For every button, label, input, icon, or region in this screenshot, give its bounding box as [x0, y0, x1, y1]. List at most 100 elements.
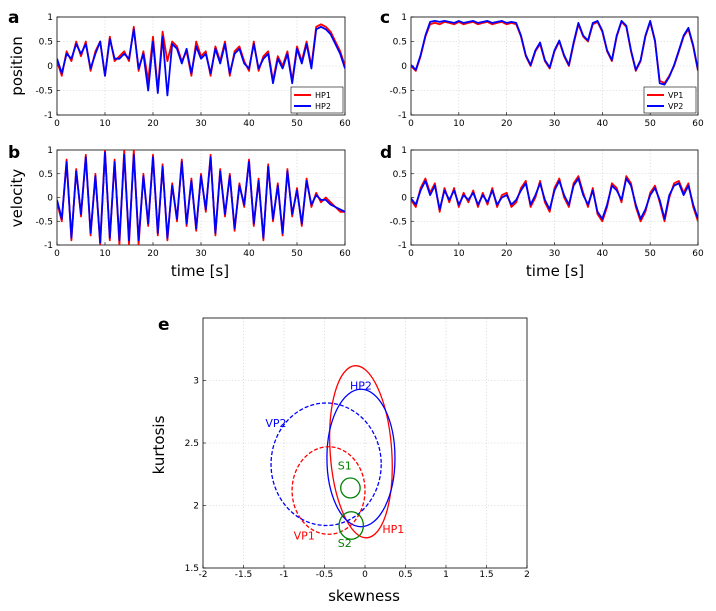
x-tick-label: -0.5 — [316, 570, 334, 580]
x-tick-label: 2 — [524, 570, 530, 580]
plot-frame-e — [202, 317, 528, 569]
panel-label-b: b — [8, 143, 20, 163]
ellipse-VP2 — [270, 402, 382, 527]
x-tick-label: 1 — [443, 570, 449, 580]
x-tick-label: 60 — [339, 119, 351, 129]
x-tick-label: 0 — [54, 249, 60, 259]
y-tick-label: 1 — [401, 146, 407, 156]
x-tick-label: 50 — [644, 119, 656, 129]
x-tick-label: -1.5 — [235, 570, 253, 580]
xlabel-skewness: skewness — [328, 587, 400, 605]
y-tick-label: 0.5 — [39, 170, 53, 180]
series-line-b-0 — [57, 150, 345, 245]
x-tick-label: 40 — [243, 249, 255, 259]
x-tick-label: 20 — [501, 249, 513, 259]
series-line-b-1 — [57, 151, 345, 244]
x-tick-label: -1 — [280, 570, 289, 580]
x-tick-label: 10 — [99, 119, 111, 129]
y-tick-label: -0.5 — [389, 217, 407, 227]
legend-label: VP1 — [668, 91, 683, 100]
x-tick-label: 20 — [147, 249, 159, 259]
ellipse-label-VP2: VP2 — [265, 417, 286, 430]
y-tick-label: -1 — [44, 241, 53, 251]
y-tick-label: 1 — [47, 13, 53, 23]
ellipse-HP2 — [326, 388, 396, 528]
y-tick-label: 0 — [401, 194, 407, 204]
ellipse-label-HP1: HP1 — [382, 523, 404, 536]
x-tick-label: 10 — [453, 249, 465, 259]
x-tick-label: 0 — [408, 249, 414, 259]
legend-label: HP2 — [315, 102, 331, 111]
axes-e: -2 -1.5 -1 -0.5 0 0.5 1 1.5 2 1.5 2 2.5 3 HP1 HP2 VP1 VP… — [185, 317, 530, 580]
ellipse-S2 — [338, 511, 365, 540]
legend-label: HP1 — [315, 91, 331, 100]
y-tick-label: 0 — [47, 62, 53, 72]
y-tick-label: -0.5 — [35, 87, 53, 97]
y-tick-label: 0 — [47, 194, 53, 204]
y-tick-label: 1 — [401, 13, 407, 23]
legend-label: VP2 — [668, 102, 683, 111]
ellipse-S1 — [340, 477, 361, 499]
x-tick-label: 60 — [339, 249, 351, 259]
x-tick-label: 30 — [549, 249, 561, 259]
x-tick-label: 10 — [99, 249, 111, 259]
xlabel-time-left: time [s] — [171, 262, 229, 280]
plot-frame-d — [410, 149, 699, 246]
panel-label-a: a — [8, 8, 19, 28]
x-tick-label: 60 — [692, 249, 704, 259]
series-line-a-HP2 — [57, 25, 345, 97]
ellipse-label-HP2: HP2 — [350, 379, 372, 392]
axes-d: 0 10 20 30 40 50 60 -1 -0.5 0 0.5 1 — [389, 146, 704, 259]
ylabel-velocity: velocity — [8, 169, 26, 228]
y-tick-label: 3 — [193, 377, 199, 387]
x-tick-label: 40 — [243, 119, 255, 129]
ellipse-VP1 — [291, 446, 366, 535]
legend-box — [643, 86, 697, 114]
x-tick-label: 1.5 — [479, 570, 493, 580]
y-tick-label: 2 — [193, 502, 199, 512]
y-tick-label: 0 — [401, 62, 407, 72]
series-line-d-1 — [411, 177, 698, 220]
xlabel-time-right: time [s] — [526, 262, 584, 280]
x-tick-label: 40 — [597, 119, 609, 129]
y-tick-label: -1 — [398, 111, 407, 121]
x-tick-label: 0.5 — [398, 570, 412, 580]
ellipse-label-S1: S1 — [338, 459, 352, 472]
x-tick-label: 0 — [362, 570, 368, 580]
x-tick-label: 0 — [408, 119, 414, 129]
x-tick-label: 20 — [147, 119, 159, 129]
x-tick-label: 60 — [692, 119, 704, 129]
x-tick-label: 10 — [453, 119, 465, 129]
y-tick-label: -1 — [44, 111, 53, 121]
x-tick-label: -2 — [199, 570, 208, 580]
y-tick-label: -1 — [398, 241, 407, 251]
y-tick-label: -0.5 — [389, 87, 407, 97]
panel-label-c: c — [380, 8, 390, 28]
ellipse-label-S2: S2 — [338, 537, 352, 550]
x-tick-label: 50 — [291, 249, 303, 259]
y-tick-label: 0.5 — [39, 38, 53, 48]
axes-b: 0 10 20 30 40 50 60 -1 -0.5 0 0.5 1 — [35, 146, 351, 259]
x-tick-label: 30 — [195, 249, 207, 259]
ylabel-kurtosis: kurtosis — [150, 415, 168, 474]
x-tick-label: 30 — [549, 119, 561, 129]
series-line-c-VP2 — [411, 19, 698, 86]
plot-frame-b — [56, 149, 346, 246]
x-tick-label: 50 — [644, 249, 656, 259]
x-tick-label: 30 — [195, 119, 207, 129]
series-line-d-0 — [411, 175, 698, 223]
y-tick-label: 0.5 — [393, 170, 407, 180]
x-tick-label: 20 — [501, 119, 513, 129]
legend-box — [290, 86, 344, 114]
x-tick-label: 0 — [54, 119, 60, 129]
ellipse-HP1 — [329, 365, 393, 539]
y-tick-label: 2.5 — [185, 439, 199, 449]
ellipse-label-VP1: VP1 — [294, 529, 315, 542]
x-tick-label: 40 — [597, 249, 609, 259]
panel-label-e: e — [158, 315, 170, 335]
